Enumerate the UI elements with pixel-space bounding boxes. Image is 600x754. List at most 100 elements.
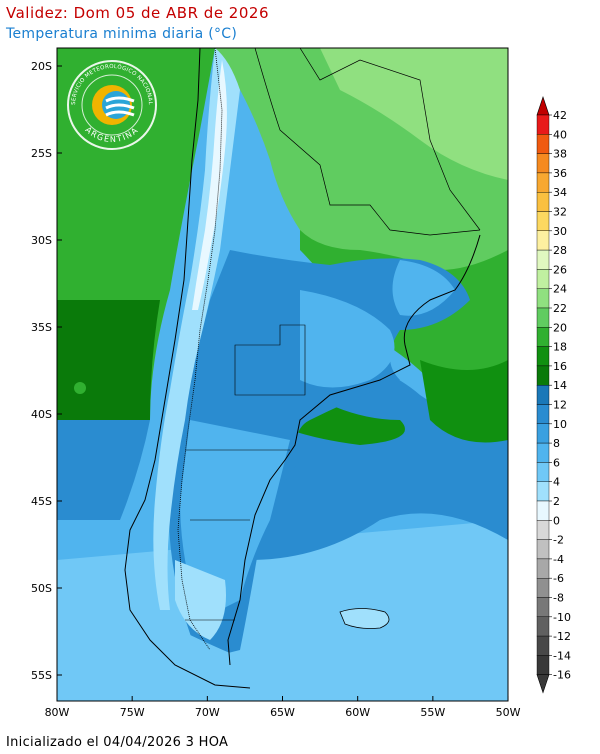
colorbar-label: 32 (553, 206, 567, 219)
colorbar-swatch (536, 134, 550, 154)
province-patagonia-lines (185, 449, 290, 621)
lon-tick-label: 55W (420, 706, 445, 719)
colorbar-label: 4 (553, 476, 560, 489)
lon-tick-label: 65W (270, 706, 295, 719)
colorbar-label: 6 (553, 456, 560, 469)
colorbar-swatch (536, 616, 550, 637)
colorbar-label: -14 (553, 649, 571, 662)
colorbar-swatch (536, 520, 550, 540)
south-ocean-band (57, 520, 508, 701)
colorbar-swatch (536, 114, 550, 135)
land-tierra-del-fuego (170, 630, 260, 680)
colorbar-label: 22 (553, 302, 567, 315)
colorbar-swatch (536, 442, 550, 463)
colorbar-swatch (536, 404, 550, 424)
andes-high (192, 60, 227, 310)
colorbar-label: -16 (553, 669, 571, 682)
atlantic-dark-green (420, 360, 508, 443)
lat-tick-label: 25S (31, 147, 52, 160)
colorbar-label: 20 (553, 321, 567, 334)
pacific-blue-band (57, 420, 150, 520)
init-time-label: Inicializado el 04/04/2026 3 HOA (6, 735, 229, 750)
colorbar-label: -8 (553, 592, 564, 605)
colorbar-label: 0 (553, 514, 560, 527)
colorbar-swatch (536, 249, 550, 270)
colorbar-label: 40 (553, 128, 567, 141)
logo-ring-inner (81, 74, 143, 136)
pacific-coastline (124, 48, 251, 689)
colorbar-label: -10 (553, 611, 571, 624)
colorbar-swatch (536, 462, 550, 482)
colorbar-swatch (536, 635, 550, 656)
colorbar-swatch (536, 307, 550, 328)
province-la-pampa (234, 324, 306, 396)
land-north-light (320, 48, 508, 180)
temperature-field (57, 48, 508, 701)
colorbar-swatch (536, 327, 550, 347)
colorbar-swatch (536, 385, 550, 405)
lon-tick-label: 50W (496, 706, 521, 719)
colorbar-swatch (536, 346, 550, 367)
atlantic-coastline (227, 234, 481, 666)
colorbar-label: 36 (553, 167, 567, 180)
lon-tick-label: 75W (120, 706, 145, 719)
latitude-axis: 20S 25S 30S 35S 40S 45S 50S 55S (31, 60, 62, 682)
lat-tick-label: 40S (31, 408, 52, 421)
colorbar-label: 14 (553, 379, 567, 392)
lat-tick-label: 50S (31, 582, 52, 595)
colorbar-swatch (536, 211, 550, 231)
colorbar-label: 12 (553, 399, 567, 412)
northern-borders (254, 48, 481, 236)
colorbar-swatch (536, 558, 550, 579)
colorbar-swatch (536, 655, 550, 675)
colorbar-swatch (536, 423, 550, 444)
land-uruguay-light (392, 260, 455, 316)
colorbar-label: 38 (553, 148, 567, 161)
lon-tick-label: 80W (45, 706, 70, 719)
colorbar-swatch (536, 191, 550, 212)
colorbar-label: 28 (553, 244, 567, 257)
colorbar-swatch (536, 500, 550, 521)
colorbar-swatch (536, 269, 550, 289)
lon-tick-label: 60W (345, 706, 370, 719)
colorbar-swatch (536, 172, 550, 193)
bolivia-paraguay-borders (299, 48, 481, 231)
colorbar-label: -4 (553, 553, 564, 566)
colorbar-label: 26 (553, 263, 567, 276)
map-subtitle: Temperatura minima diaria (°C) (6, 26, 238, 42)
map-title: Validez: Dom 05 de ABR de 2026 (6, 4, 269, 22)
logo-waves (105, 96, 135, 117)
longitude-axis: 80W 75W 70W 65W 60W 55W 50W (45, 696, 521, 719)
colorbar-bottom-arrow (536, 674, 550, 694)
chile-argentina-border (177, 48, 223, 651)
colorbar: 424038363432302826242220181614121086420-… (536, 96, 571, 694)
colorbar-top-arrow (536, 96, 550, 116)
logo-ring-outer (67, 60, 157, 150)
colorbar-label: 2 (553, 495, 560, 508)
lat-tick-label: 20S (31, 60, 52, 73)
colorbar-swatch (536, 481, 550, 502)
colorbar-label: 18 (553, 341, 567, 354)
lat-tick-label: 55S (31, 669, 52, 682)
colorbar-label: 16 (553, 360, 567, 373)
colorbar-label: 34 (553, 186, 567, 199)
colorbar-label: 8 (553, 437, 560, 450)
land-pampa-light (300, 290, 395, 388)
lat-tick-label: 30S (31, 234, 52, 247)
colorbar-swatch (536, 365, 550, 386)
lat-tick-label: 35S (31, 321, 52, 334)
malvinas-islands (339, 608, 390, 629)
colorbar-label: -2 (553, 534, 564, 547)
colorbar-swatch (536, 230, 550, 251)
colorbar-swatch (536, 539, 550, 560)
colorbar-swatch (536, 153, 550, 174)
colorbar-label: 42 (553, 109, 567, 122)
colorbar-label: -6 (553, 572, 564, 585)
colorbar-label: -12 (553, 630, 571, 643)
lon-tick-label: 70W (195, 706, 220, 719)
colorbar-swatch (536, 288, 550, 309)
pacific-dark-green (57, 300, 160, 420)
colorbar-label: 24 (553, 283, 567, 296)
